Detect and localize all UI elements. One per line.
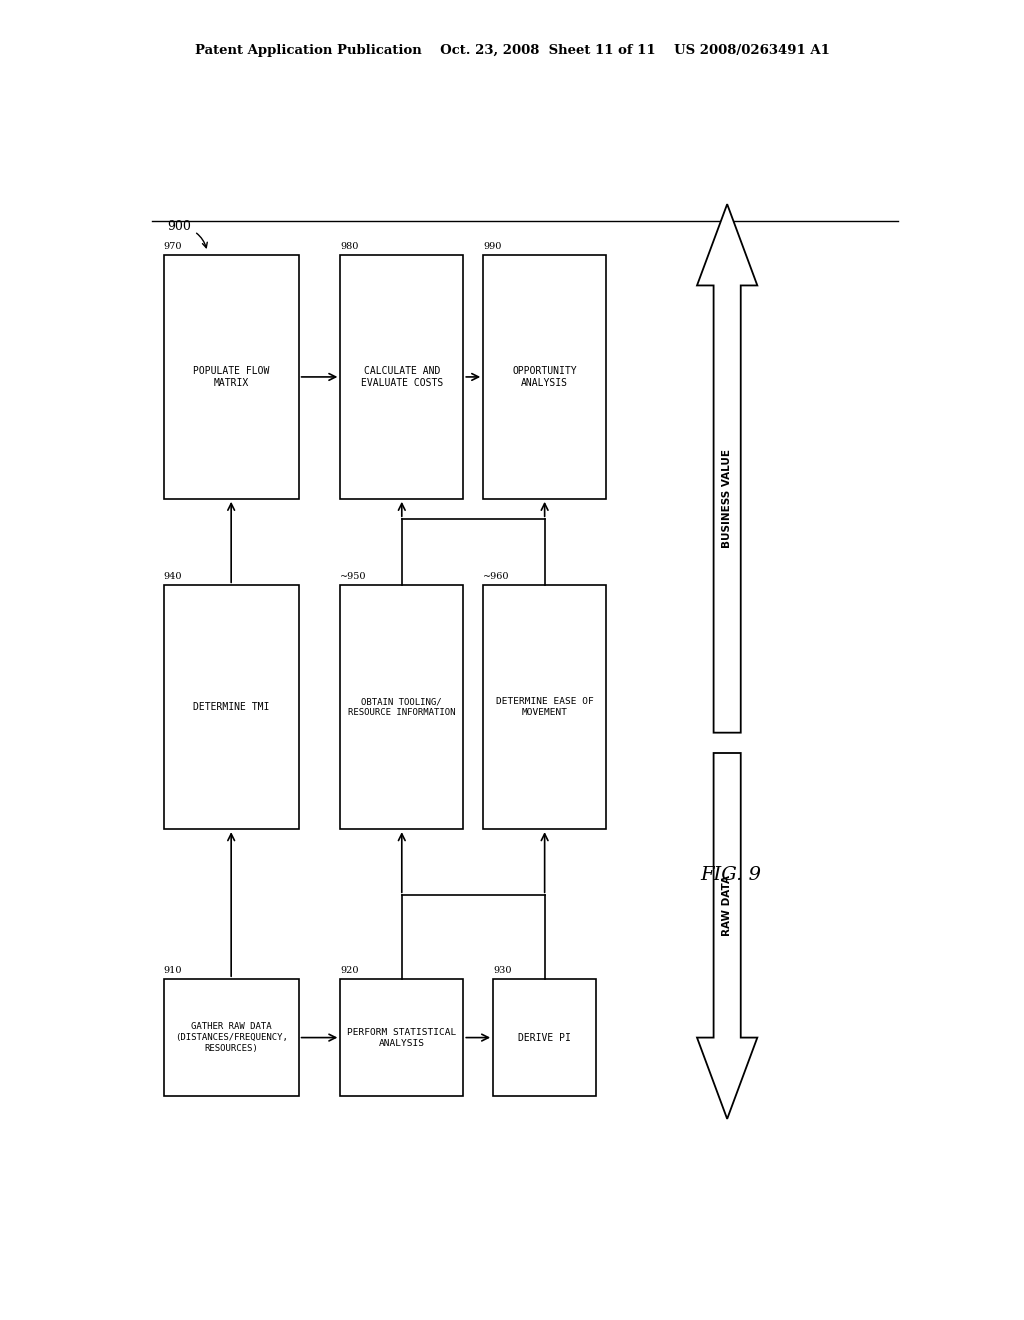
Text: Patent Application Publication    Oct. 23, 2008  Sheet 11 of 11    US 2008/02634: Patent Application Publication Oct. 23, … [195, 44, 829, 57]
Text: DERIVE PI: DERIVE PI [518, 1032, 571, 1043]
Text: ~960: ~960 [483, 573, 510, 581]
Polygon shape [697, 752, 758, 1119]
Text: FIG. 9: FIG. 9 [700, 866, 762, 884]
Bar [494, 979, 596, 1096]
Bar [164, 979, 299, 1096]
Text: DETERMINE TMI: DETERMINE TMI [193, 702, 269, 713]
Text: CALCULATE AND
EVALUATE COSTS: CALCULATE AND EVALUATE COSTS [360, 366, 443, 388]
Bar [340, 255, 463, 499]
Bar [340, 979, 463, 1096]
Bar [483, 255, 606, 499]
Bar [483, 585, 606, 829]
Text: 990: 990 [483, 242, 502, 251]
Text: 940: 940 [164, 573, 182, 581]
Text: ~950: ~950 [340, 573, 367, 581]
Bar [164, 255, 299, 499]
Text: 930: 930 [494, 966, 512, 975]
Text: 900: 900 [168, 220, 207, 248]
Text: 980: 980 [340, 242, 358, 251]
Text: BUSINESS VALUE: BUSINESS VALUE [722, 449, 732, 548]
Text: OPPORTUNITY
ANALYSIS: OPPORTUNITY ANALYSIS [512, 366, 577, 388]
Text: 970: 970 [164, 242, 182, 251]
Bar [340, 585, 463, 829]
Polygon shape [697, 205, 758, 733]
Text: 910: 910 [164, 966, 182, 975]
Text: GATHER RAW DATA
(DISTANCES/FREQUENCY,
RESOURCES): GATHER RAW DATA (DISTANCES/FREQUENCY, RE… [175, 1022, 288, 1053]
Text: 920: 920 [340, 966, 358, 975]
Text: PERFORM STATISTICAL
ANALYSIS: PERFORM STATISTICAL ANALYSIS [347, 1027, 457, 1048]
Text: OBTAIN TOOLING/
RESOURCE INFORMATION: OBTAIN TOOLING/ RESOURCE INFORMATION [348, 697, 456, 717]
Text: POPULATE FLOW
MATRIX: POPULATE FLOW MATRIX [193, 366, 269, 388]
Text: RAW DATA: RAW DATA [722, 875, 732, 936]
Text: DETERMINE EASE OF
MOVEMENT: DETERMINE EASE OF MOVEMENT [496, 697, 594, 717]
Bar [164, 585, 299, 829]
